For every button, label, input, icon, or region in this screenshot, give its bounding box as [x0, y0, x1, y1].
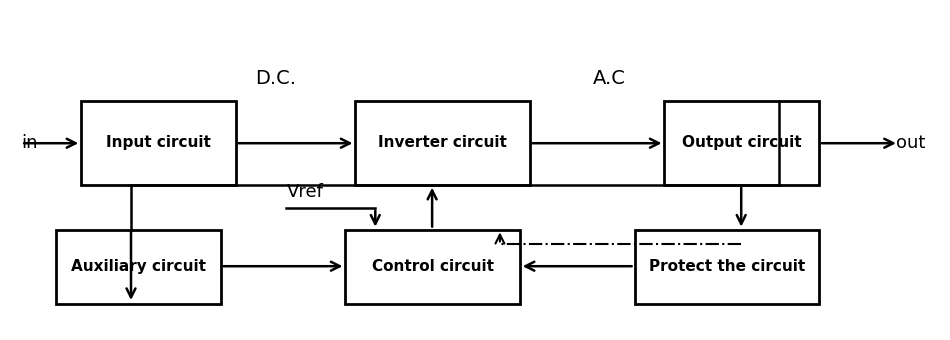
Bar [355, 101, 530, 185]
Bar [56, 230, 220, 304]
Text: Input circuit: Input circuit [106, 135, 211, 150]
Text: Inverter circuit: Inverter circuit [378, 135, 507, 150]
Text: Control circuit: Control circuit [371, 259, 494, 274]
Bar [664, 101, 819, 185]
Text: out: out [896, 134, 925, 152]
Text: D.C.: D.C. [256, 69, 296, 88]
Text: in: in [21, 134, 38, 152]
Text: Output circuit: Output circuit [682, 135, 802, 150]
Text: Vref: Vref [287, 183, 324, 201]
Bar [81, 101, 236, 185]
Text: Protect the circuit: Protect the circuit [649, 259, 805, 274]
Text: Auxiliary circuit: Auxiliary circuit [71, 259, 206, 274]
Bar [346, 230, 520, 304]
Text: A.C: A.C [593, 69, 626, 88]
Bar [635, 230, 819, 304]
